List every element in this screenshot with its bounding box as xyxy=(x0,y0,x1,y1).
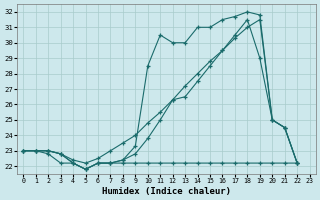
X-axis label: Humidex (Indice chaleur): Humidex (Indice chaleur) xyxy=(102,187,231,196)
